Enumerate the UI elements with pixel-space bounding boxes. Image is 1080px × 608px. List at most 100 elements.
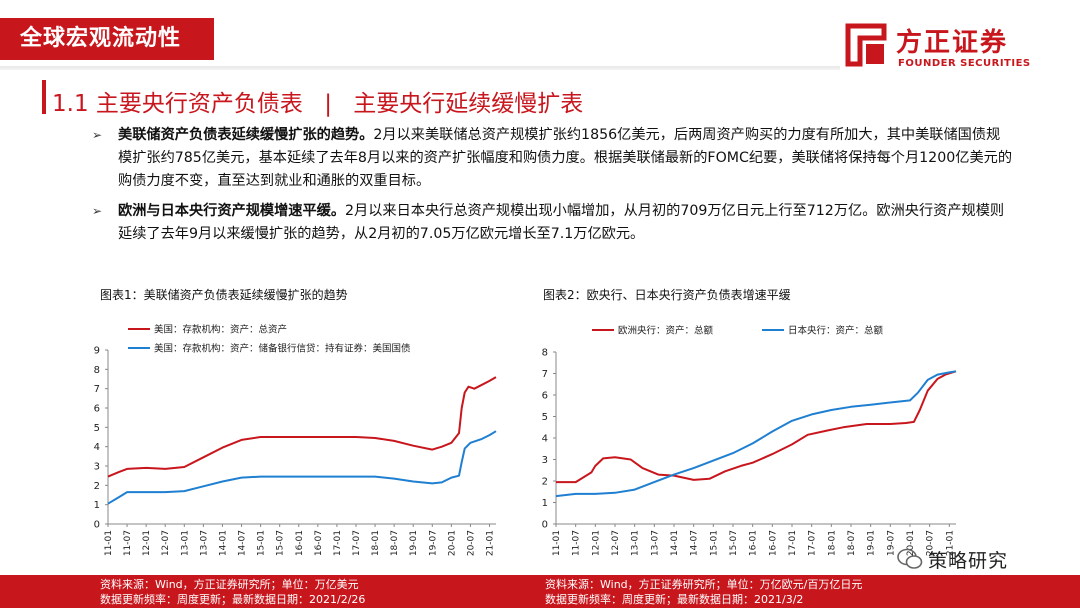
- slide-title-divider: |: [324, 91, 332, 117]
- y-tick-label: 5: [94, 423, 100, 434]
- y-tick-label: 0: [94, 520, 100, 531]
- watermark-text: 策略研究: [928, 550, 1009, 572]
- bullet-text: 2月以来美联储总资产规模扩张约1856亿美元，后两周资产购买的力度有所加大，其中…: [118, 127, 1013, 189]
- x-tick-label: 18-01: [371, 530, 381, 556]
- chart1-caption: 图表1：美联储资产负债表延续缓慢扩张的趋势: [100, 288, 348, 302]
- y-tick-label: 8: [94, 365, 100, 376]
- bullet-heading: 美联储资产负债表延续缓慢扩张的趋势。: [118, 127, 374, 143]
- x-tick-label: 13-01: [180, 530, 190, 556]
- x-tick-label: 11-01: [552, 530, 562, 556]
- title-accent-bar: [42, 80, 1080, 114]
- bullet-text: 2月以来日本央行总资产规模出现小幅增加，从月初的709万亿日元上行至712万亿。…: [118, 203, 1005, 242]
- x-tick-label: 16-01: [749, 530, 759, 556]
- series-line: [555, 370, 957, 498]
- series-line: [107, 430, 497, 505]
- y-tick-label: 6: [542, 391, 548, 402]
- x-tick-label: 12-07: [611, 530, 621, 556]
- ecb-boj-balance-sheet-chart: 0 1 2 3 4 5 6 7 8 11-01 11-07 12-01 12-07 13-01 13-07 1…: [542, 325, 957, 556]
- x-tick-label: 13-07: [199, 530, 209, 556]
- y-tick-label: 1: [542, 498, 548, 509]
- x-tick-label: 19-07: [428, 530, 438, 556]
- x-tick-label: 15-01: [257, 530, 267, 556]
- legend-label: 美国：存款机构：资产：总资产: [154, 324, 287, 336]
- y-tick-label: 2: [94, 481, 100, 492]
- slide-title-sub: 主要央行延续缓慢扩表: [353, 91, 584, 117]
- slide-title-main: 主要央行资产负债表: [95, 91, 303, 117]
- x-tick-label: 15-07: [276, 530, 286, 556]
- x-tick-label: 16-07: [768, 530, 778, 556]
- y-tick-label: 6: [94, 404, 100, 415]
- bullet-arrow-icon: ➢: [92, 204, 103, 218]
- x-tick-label: 12-01: [142, 530, 152, 556]
- x-tick-label: 20-01: [447, 530, 457, 556]
- y-tick-label: 0: [542, 520, 548, 531]
- x-tick-label: 17-07: [352, 530, 362, 556]
- slide-title-number: 1.1: [52, 91, 89, 117]
- legend-label: 美国：存款机构：资产：储备银行信贷：持有证券：美国国债: [154, 343, 411, 355]
- y-tick-label: 3: [94, 462, 100, 473]
- x-tick-label: 15-01: [709, 530, 719, 556]
- x-tick-label: 11-01: [104, 530, 114, 556]
- logo-name-cn: 方正证券: [896, 28, 1009, 58]
- y-tick-label: 3: [542, 455, 548, 466]
- legend-label: 欧洲央行：资产：总额: [618, 325, 714, 337]
- x-tick-label: 11-07: [572, 530, 582, 556]
- x-tick-label: 19-01: [867, 530, 877, 556]
- x-tick-label: 17-01: [788, 530, 798, 556]
- bullet-item: ➢ 欧洲与日本央行资产规模增速平缓。2月以来日本央行总资产规模出现小幅增加，从月…: [92, 200, 1012, 246]
- bullet-arrow-icon: ➢: [92, 128, 103, 142]
- x-tick-label: 14-07: [238, 530, 248, 556]
- x-tick-label: 14-01: [670, 530, 680, 556]
- slide-title: 1.1 主要央行资产负债表 | 主要央行延续缓慢扩表: [52, 84, 583, 118]
- wechat-icon: [897, 548, 923, 569]
- y-tick-label: 2: [542, 477, 548, 488]
- bullet-item: ➢ 美联储资产负债表延续缓慢扩张的趋势。2月以来美联储总资产规模扩张约1856亿…: [92, 124, 1012, 193]
- x-tick-label: 20-07: [466, 530, 476, 556]
- founder-securities-logo: 方正证券 FOUNDER SECURITIES: [844, 18, 1044, 76]
- y-tick-label: 4: [542, 434, 548, 445]
- founder-logo-icon: [845, 23, 887, 67]
- y-tick-label: 5: [542, 412, 548, 423]
- x-tick-label: 21-01: [945, 530, 955, 556]
- x-tick-label: 15-07: [729, 530, 739, 556]
- section-tab: 全球宏观流动性: [0, 18, 214, 60]
- x-tick-label: 16-07: [314, 530, 324, 556]
- logo-name-en: FOUNDER SECURITIES: [898, 58, 1031, 69]
- bullet-list: ➢ 美联储资产负债表延续缓慢扩张的趋势。2月以来美联储总资产规模扩张约1856亿…: [92, 124, 1012, 253]
- series-line: [107, 376, 497, 478]
- y-tick-label: 1: [94, 500, 100, 511]
- x-tick-label: 13-01: [631, 530, 641, 556]
- footer-band: [0, 575, 1080, 608]
- x-tick-label: 18-01: [827, 530, 837, 556]
- chart2-source: 资料来源：Wind，方正证券研究所；单位：万亿欧元/百万亿日元: [545, 578, 863, 591]
- chart1-source: 资料来源：Wind，方正证券研究所；单位：万亿美元: [100, 578, 359, 591]
- chart2-update: 数据更新频率：周度更新；最新数据日期：2021/3/2: [545, 593, 804, 606]
- wechat-watermark: 策略研究: [894, 546, 1054, 572]
- x-tick-label: 12-07: [161, 530, 171, 556]
- x-tick-label: 20-07: [926, 530, 936, 556]
- y-tick-label: 4: [94, 442, 100, 453]
- x-tick-label: 18-07: [847, 530, 857, 556]
- series-line: [556, 370, 957, 484]
- x-tick-label: 17-07: [808, 530, 818, 556]
- x-tick-label: 12-01: [591, 530, 601, 556]
- chart1-update: 数据更新频率：周度更新；最新数据日期：2021/2/26: [100, 593, 366, 606]
- y-tick-label: 8: [542, 348, 548, 359]
- y-tick-label: 9: [94, 346, 100, 357]
- x-tick-label: 14-01: [218, 530, 228, 556]
- legend-label: 日本央行：资产：总额: [788, 325, 884, 337]
- x-tick-label: 18-07: [390, 530, 400, 556]
- y-tick-label: 7: [542, 369, 548, 380]
- y-tick-label: 7: [94, 384, 100, 395]
- fed-balance-sheet-chart: 0 1 2 3 4 5 6 7 8 9 11-01 11-07 12-01 12-07 13-01 13-07…: [94, 324, 497, 556]
- x-tick-label: 13-07: [650, 530, 660, 556]
- x-tick-label: 14-07: [690, 530, 700, 556]
- x-tick-label: 21-01: [486, 530, 496, 556]
- x-tick-label: 19-01: [409, 530, 419, 556]
- x-tick-label: 19-07: [886, 530, 896, 556]
- x-tick-label: 16-01: [295, 530, 305, 556]
- bullet-heading: 欧洲与日本央行资产规模增速平缓。: [118, 203, 346, 219]
- header-divider: [0, 66, 840, 70]
- x-tick-label: 20-01: [906, 530, 916, 556]
- chart2-caption: 图表2：欧央行、日本央行资产负债表增速平缓: [543, 288, 791, 302]
